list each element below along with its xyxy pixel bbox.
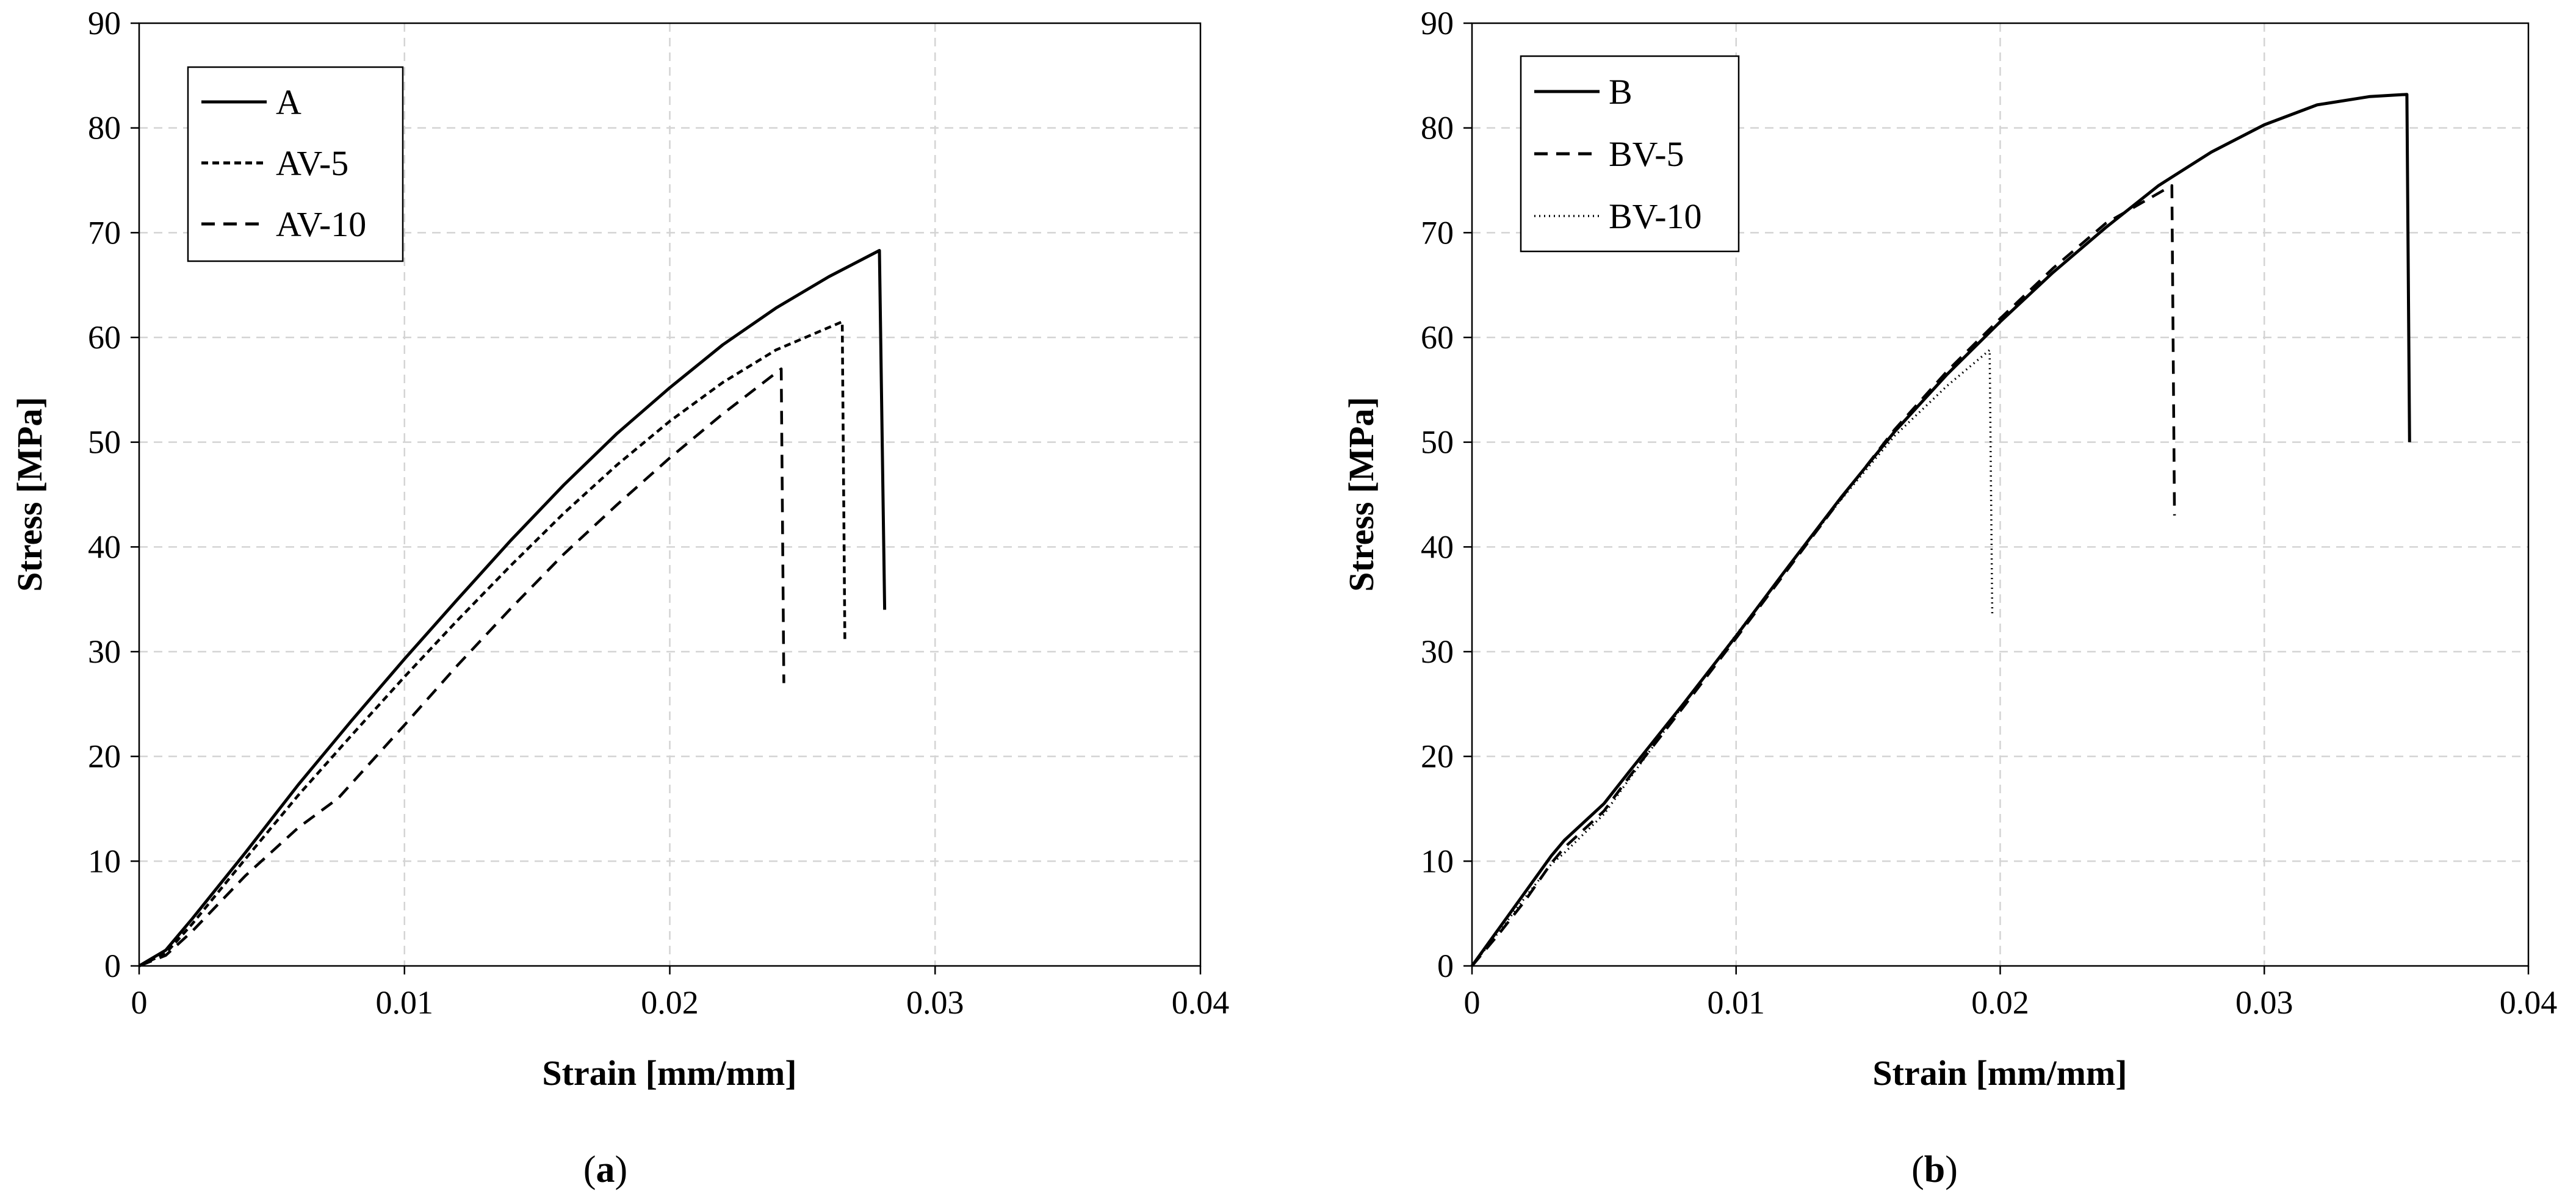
panel-b: 0 0.01 0.02 0.03 0.04 0 10 20 30 40 50 60 70 80 90 Str…	[1341, 5, 2557, 1190]
panel-b-caption-open: (	[1911, 1149, 1924, 1190]
panel-a-series	[138, 249, 887, 968]
panel-b-caption-close: )	[1945, 1149, 1958, 1190]
panel-a-y-tick-label: 90	[88, 5, 121, 41]
panel-b-x-tick-label: 0	[1464, 984, 1481, 1021]
panel-b-y-tick-label: 10	[1421, 843, 1454, 879]
panel-a-series-av10	[139, 367, 785, 968]
panel-b-x-tick-label: 0.02	[1971, 984, 2029, 1021]
panel-b-caption-letter: b	[1924, 1149, 1945, 1190]
panel-a-caption: (a)	[583, 1149, 627, 1190]
panel-a-x-tick-label: 0	[131, 984, 148, 1021]
panel-b-y-axis-title: Stress [MPa]	[1341, 397, 1381, 591]
panel-b-legend-label-bv10: BV-10	[1609, 196, 1702, 236]
panel-b-x-tick-label: 0.01	[1708, 984, 1766, 1021]
panel-a-y-axis-title: Stress [MPa]	[10, 397, 49, 591]
panel-a-x-tick-label: 0.03	[906, 984, 964, 1021]
panel-a-ticks: 0 0.01 0.02 0.03 0.04 0 10 20 30 40 50 60 70 80 90	[88, 5, 1229, 1021]
panel-a-x-tick-label: 0.01	[376, 984, 434, 1021]
panel-a-legend-label-a: A	[276, 82, 301, 122]
panel-b-y-tick-label: 40	[1421, 528, 1454, 565]
panel-b-y-tick-label: 50	[1421, 424, 1454, 461]
panel-b-series	[1470, 93, 2411, 967]
panel-a-caption-letter: a	[596, 1149, 615, 1190]
panel-a-y-tick-label: 40	[88, 528, 121, 565]
panel-b-y-tick-label: 20	[1421, 738, 1454, 775]
panel-a-x-axis-title: Strain [mm/mm]	[542, 1053, 796, 1093]
panel-a-y-tick-label: 70	[88, 214, 121, 251]
panel-a-x-tick-label: 0.04	[1172, 984, 1230, 1021]
panel-b-caption: (b)	[1911, 1149, 1958, 1190]
panel-a-y-tick-label: 0	[104, 948, 121, 984]
panel-b-legend-label-b: B	[1609, 72, 1633, 112]
panel-b-y-tick-label: 80	[1421, 110, 1454, 146]
panel-b-y-tick-label: 70	[1421, 214, 1454, 251]
panel-a-caption-open: (	[583, 1149, 596, 1190]
panel-a-series-av5	[139, 320, 846, 968]
panel-b-legend-label-bv5: BV-5	[1609, 134, 1684, 174]
panel-a-y-tick-label: 60	[88, 319, 121, 356]
panel-a-legend-label-av10: AV-10	[276, 204, 366, 244]
panel-b-y-tick-label: 60	[1421, 319, 1454, 356]
panel-a-x-tick-label: 0.02	[641, 984, 699, 1021]
panel-b-x-axis-title: Strain [mm/mm]	[1872, 1053, 2127, 1093]
panel-a-caption-close: )	[615, 1149, 628, 1190]
panel-a-y-tick-label: 80	[88, 110, 121, 146]
panel-a-y-tick-label: 20	[88, 738, 121, 775]
panel-b-y-tick-label: 30	[1421, 633, 1454, 670]
panel-b-ticks: 0 0.01 0.02 0.03 0.04 0 10 20 30 40 50 60 70 80 90	[1421, 5, 2557, 1021]
panel-b-x-tick-label: 0.03	[2235, 984, 2293, 1021]
panel-b-y-tick-label: 90	[1421, 5, 1454, 41]
panel-a-legend: A AV-5 AV-10	[187, 66, 404, 262]
panel-a-y-tick-label: 50	[88, 424, 121, 461]
panel-a-legend-label-av5: AV-5	[276, 143, 348, 183]
panel-a-series-a	[138, 249, 887, 968]
panel-b-series-bv5	[1471, 184, 2176, 967]
panel-b-y-tick-label: 0	[1437, 948, 1454, 984]
panel-a-y-tick-label: 30	[88, 633, 121, 670]
panel-b-x-tick-label: 0.04	[2500, 984, 2558, 1021]
panel-a: 0 0.01 0.02 0.03 0.04 0 10 20 30 40 50 60 70 80 90 Str…	[10, 5, 1229, 1190]
panel-a-y-tick-label: 10	[88, 843, 121, 879]
panel-b-legend: B BV-5 BV-10	[1520, 55, 1740, 253]
